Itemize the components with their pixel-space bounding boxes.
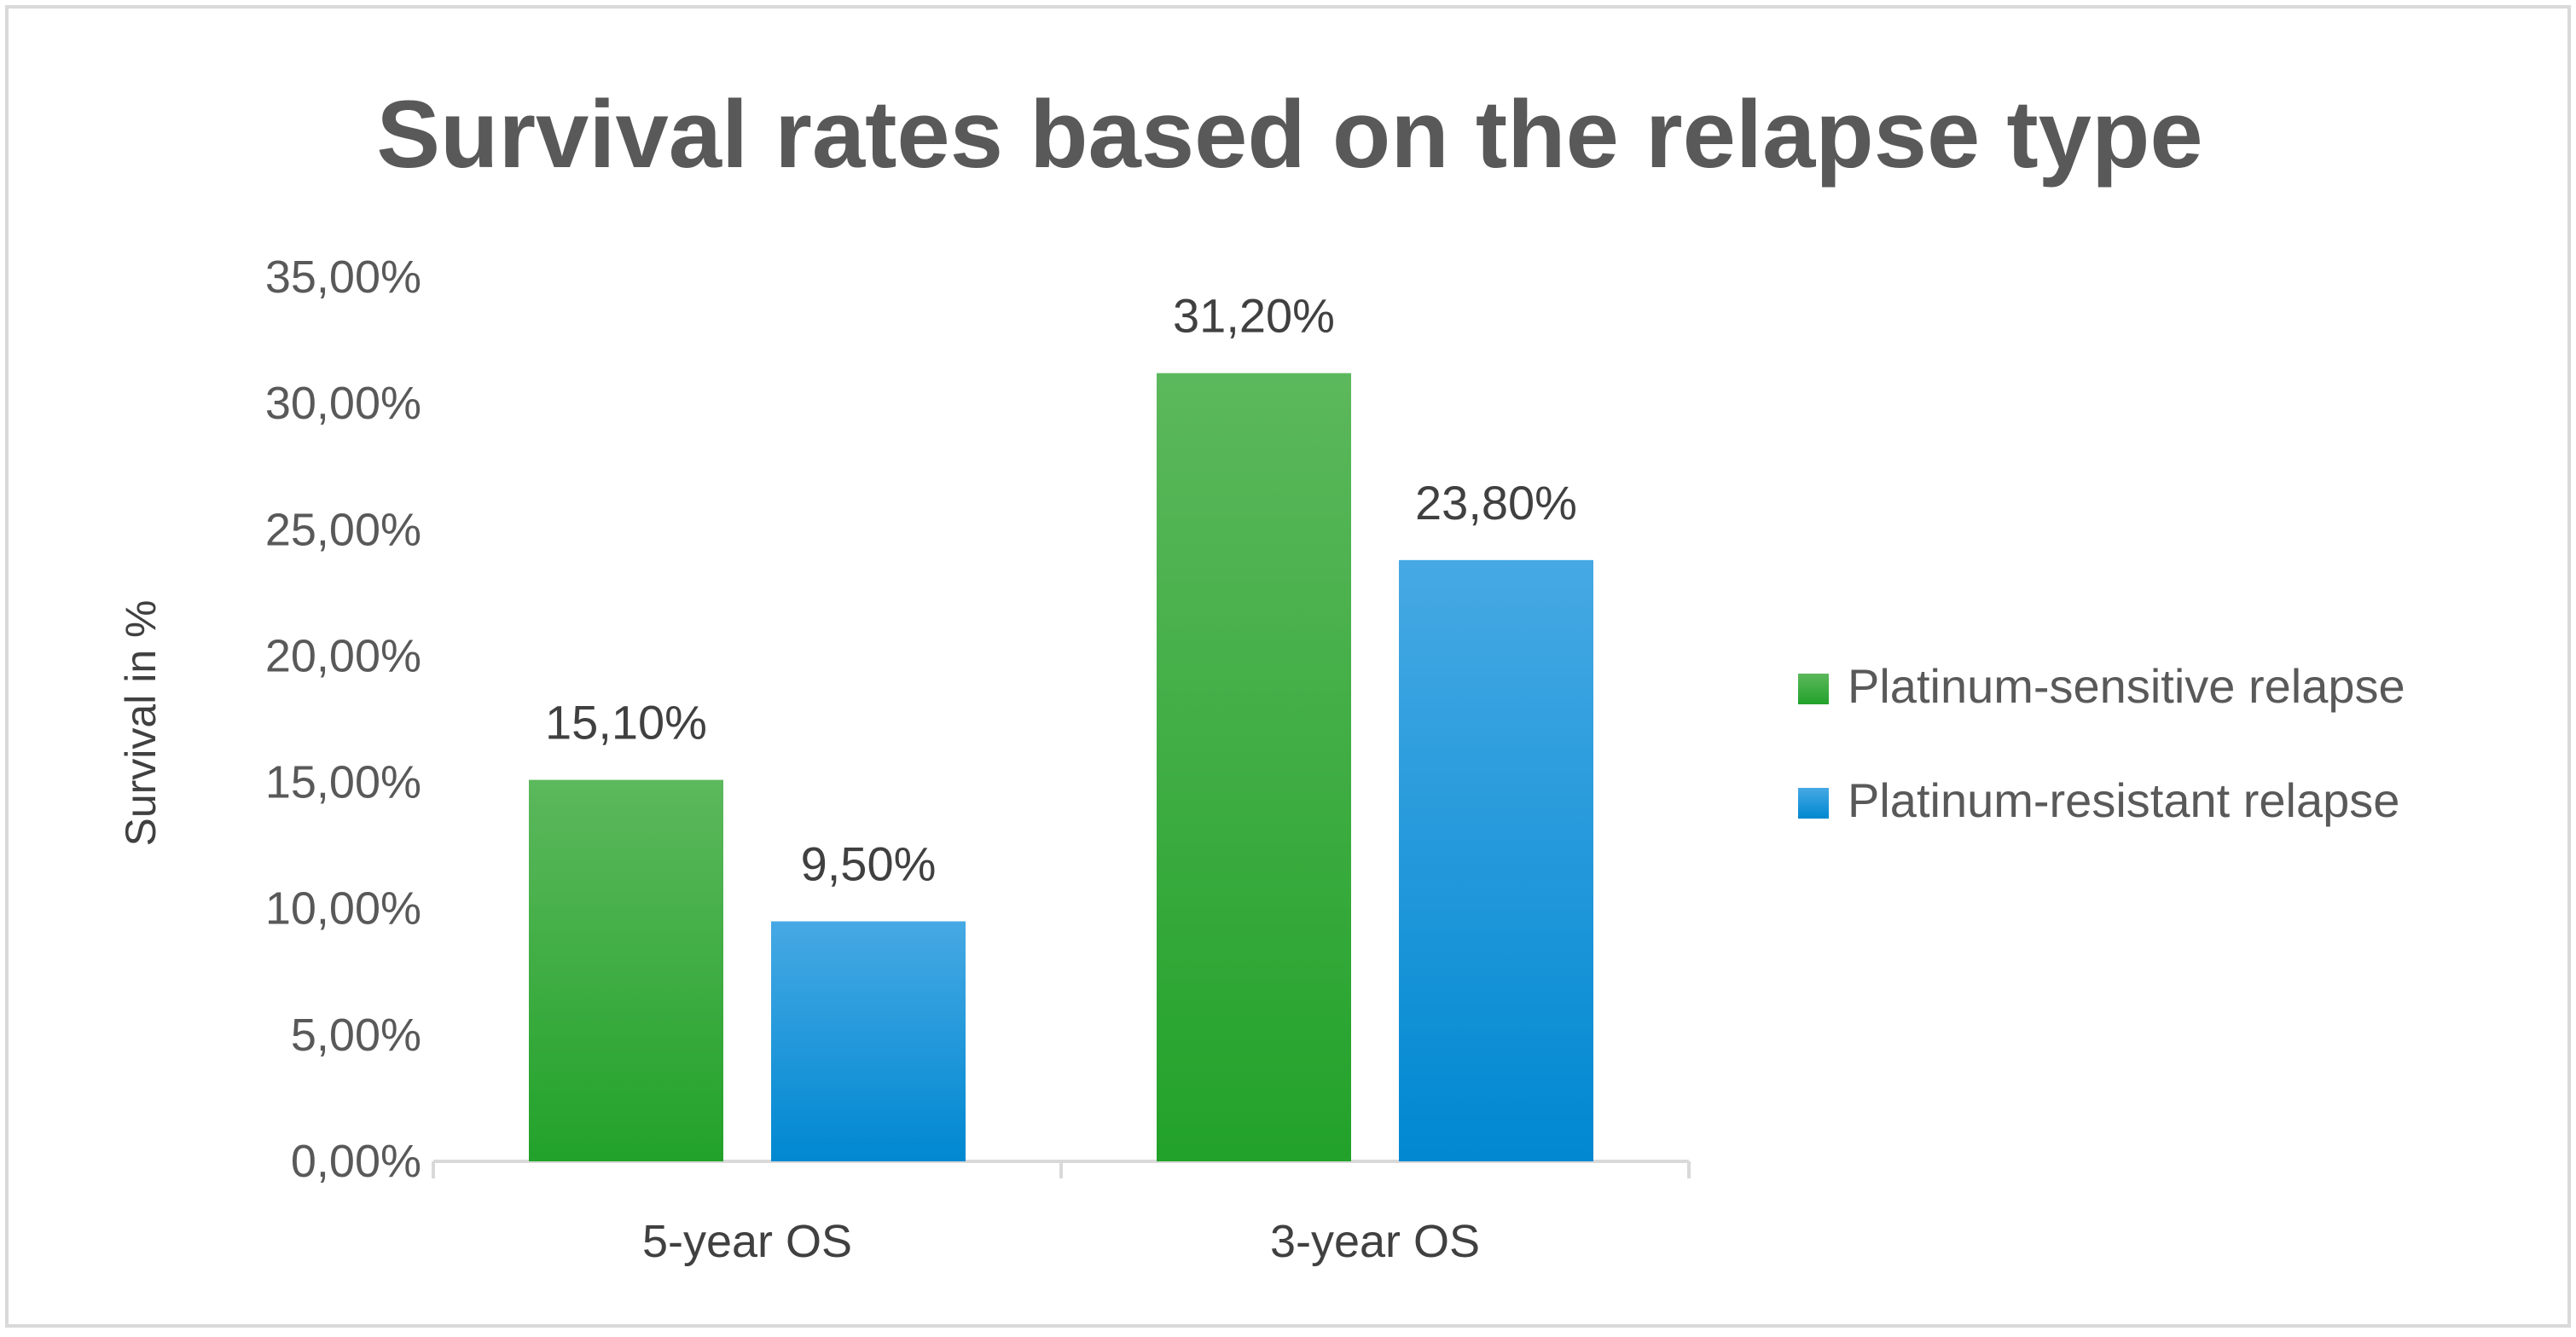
data-labels-group: 15,10% 9,50% 31,20% 23,80% (545, 289, 1577, 891)
x-tick-label: 5-year OS (642, 1216, 852, 1267)
y-tick-label: 25,00% (265, 504, 421, 555)
bar (529, 779, 723, 1161)
legend-label: Platinum-resistant relapse (1848, 773, 2399, 827)
bars-group (529, 373, 1593, 1161)
data-label: 15,10% (545, 696, 707, 750)
bar (1157, 373, 1351, 1161)
y-tick-label: 30,00% (265, 378, 421, 429)
y-tick-label: 35,00% (265, 252, 421, 303)
y-tick-label: 0,00% (291, 1136, 421, 1187)
y-tick-label: 10,00% (265, 883, 421, 935)
legend-label: Platinum-sensitive relapse (1848, 659, 2405, 713)
legend-swatch (1798, 788, 1829, 819)
bar (1399, 559, 1593, 1161)
legend-swatch (1798, 674, 1829, 704)
y-axis-title: Survival in % (117, 600, 165, 847)
legend: Platinum-sensitive relapse Platinum-resis… (1798, 659, 2405, 827)
data-label: 31,20% (1173, 289, 1335, 343)
data-label: 23,80% (1415, 476, 1577, 530)
y-tick-label: 5,00% (291, 1010, 421, 1061)
data-label: 9,50% (801, 837, 937, 891)
y-tick-label: 20,00% (265, 630, 421, 681)
y-tick-label: 15,00% (265, 757, 421, 808)
chart-title: Survival rates based on the relapse type (376, 81, 2202, 188)
y-axis: 0,00% 5,00% 10,00% 15,00% 20,00% 25,00% 30,00%… (265, 252, 421, 1187)
bar (771, 921, 966, 1161)
x-tick-label: 3-year OS (1270, 1216, 1480, 1267)
